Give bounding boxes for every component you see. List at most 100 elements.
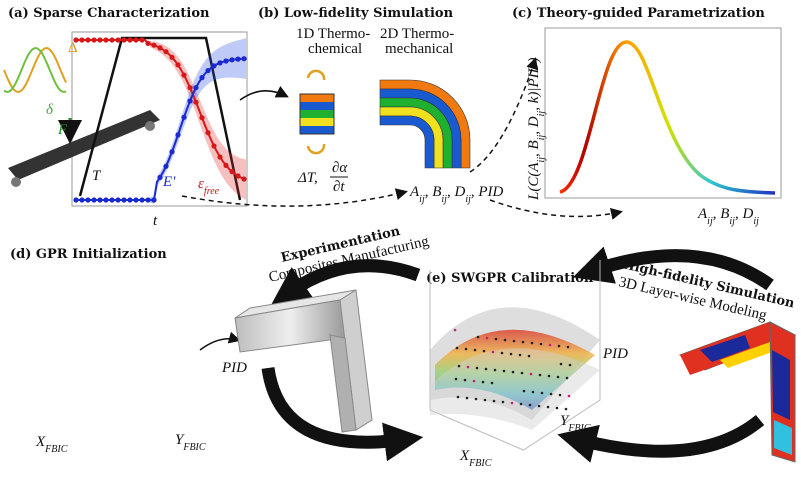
sample-point xyxy=(538,405,541,408)
panel-title: (b) Low-fidelity Simulation xyxy=(258,6,454,21)
dot xyxy=(85,197,90,202)
axis-label: YFBIC xyxy=(175,432,206,453)
sample-point xyxy=(522,341,525,344)
axis-label: PID xyxy=(221,360,247,376)
dot xyxy=(175,62,180,67)
dot xyxy=(157,45,162,50)
subscript: free xyxy=(204,186,220,197)
dot xyxy=(211,143,216,148)
label: 2D Thermo- xyxy=(380,26,454,42)
axis-label: L(C(Aij, Bij, Dij, k)|PID) xyxy=(526,58,547,201)
dot xyxy=(169,55,174,60)
composite-part xyxy=(235,290,372,432)
sample-point xyxy=(466,397,469,400)
sample-point xyxy=(557,376,560,379)
sample-point xyxy=(556,407,559,410)
dot xyxy=(235,173,240,178)
label: ∂t xyxy=(333,179,345,195)
sample-point xyxy=(485,368,488,371)
sample-point xyxy=(511,402,514,405)
sample-point xyxy=(486,337,489,340)
elbow-laminate xyxy=(380,80,470,168)
dot xyxy=(121,37,126,42)
sample-point xyxy=(539,374,542,377)
dot xyxy=(193,85,198,90)
sample-point xyxy=(493,400,496,403)
formula-part: , k)|PID) xyxy=(526,58,542,111)
axis-label: PID xyxy=(602,346,628,362)
formula-part: , PID xyxy=(471,184,504,200)
sample-point xyxy=(474,349,477,352)
arrow xyxy=(200,339,238,350)
label: E' xyxy=(162,174,176,190)
dot xyxy=(91,197,96,202)
dot xyxy=(109,197,114,202)
panel-title: (e) SWGPR Calibration xyxy=(426,271,594,286)
dot xyxy=(181,73,186,78)
dot xyxy=(205,68,210,73)
dot xyxy=(229,57,234,62)
ply xyxy=(380,116,434,168)
sample-point xyxy=(523,390,526,393)
figure: (a) Sparse Characterization Δ δ F T E' ε… xyxy=(0,0,801,483)
sample-point xyxy=(541,392,544,395)
axis-label: Aij, Bij, Dij xyxy=(697,206,759,227)
sample-point xyxy=(565,408,568,411)
dot xyxy=(139,197,144,202)
dot xyxy=(163,49,168,54)
sample-point xyxy=(491,382,494,385)
label: chemical xyxy=(308,41,362,57)
support xyxy=(145,121,155,131)
flux-arrow xyxy=(308,71,324,80)
axis-label: XFBIC xyxy=(35,434,68,455)
sample-point xyxy=(477,336,480,339)
subscript: FBIC xyxy=(567,423,591,434)
dot xyxy=(79,197,84,202)
formula-part: L(C(A xyxy=(526,162,542,201)
sample-point xyxy=(520,403,523,406)
flux-arrow xyxy=(308,144,324,153)
formula-part: , B xyxy=(713,206,730,222)
sample-point xyxy=(458,365,461,368)
dot xyxy=(103,37,108,42)
layer-stack xyxy=(300,94,334,134)
sample-point xyxy=(504,339,507,342)
sine-waves xyxy=(4,48,66,92)
sample-point xyxy=(547,406,550,409)
label: Δ xyxy=(68,40,78,56)
dot xyxy=(73,197,78,202)
dot xyxy=(145,41,150,46)
swgpr-surface xyxy=(430,260,600,450)
dot xyxy=(133,37,138,42)
label: 1D Thermo- xyxy=(296,26,370,42)
dot xyxy=(127,197,132,202)
dot xyxy=(133,197,138,202)
dot xyxy=(85,37,90,42)
dot xyxy=(223,58,228,63)
dot xyxy=(145,197,150,202)
dot xyxy=(205,130,210,135)
dot xyxy=(175,132,180,137)
subscript: FBIC xyxy=(44,444,68,455)
axis-label: t xyxy=(153,213,158,229)
dot xyxy=(127,37,132,42)
sample-point xyxy=(540,343,543,346)
dot xyxy=(115,37,120,42)
cycle-arrow xyxy=(268,368,400,442)
sample-point xyxy=(566,377,569,380)
formula-part: , D xyxy=(735,206,754,222)
sample-point xyxy=(482,381,485,384)
sample-point xyxy=(456,347,459,350)
support xyxy=(11,177,21,187)
formula-part: , D xyxy=(526,116,542,135)
sample-point xyxy=(560,363,563,366)
dot xyxy=(151,43,156,48)
label: δ xyxy=(46,102,54,118)
dot xyxy=(241,56,246,61)
cycle-arrow xyxy=(580,420,760,451)
label: Aij, Bij, Dij, PID xyxy=(409,184,504,205)
sample-point xyxy=(494,369,497,372)
sample-point xyxy=(521,372,524,375)
wave xyxy=(4,48,66,92)
sample-point xyxy=(476,367,479,370)
